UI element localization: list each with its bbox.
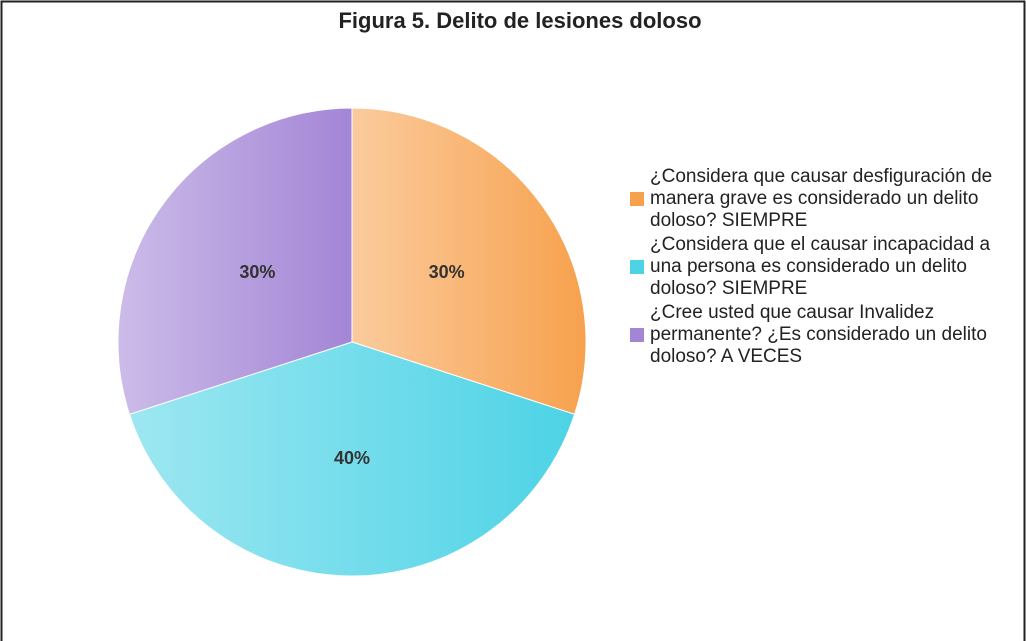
data-label: 40% xyxy=(334,448,370,468)
legend-swatch xyxy=(630,260,644,274)
pie-slice xyxy=(351,107,587,415)
legend: ¿Considera que causar desfiguración de m… xyxy=(630,166,1010,370)
data-label: 30% xyxy=(239,262,275,282)
chart-title: Figura 5. Delito de lesiones doloso xyxy=(338,8,701,33)
legend-label: ¿Cree usted que causar Invalidez permane… xyxy=(650,302,987,367)
legend-entry: ¿Considera que causar desfiguración de m… xyxy=(630,166,1010,232)
legend-label: ¿Considera que el causar incapacidad a u… xyxy=(650,234,991,299)
legend-label: ¿Considera que causar desfiguración de m… xyxy=(650,166,993,231)
legend-swatch xyxy=(630,192,644,206)
legend-entry: ¿Cree usted que causar Invalidez permane… xyxy=(630,302,1010,368)
pie-slice xyxy=(128,341,576,577)
pie-slice xyxy=(117,107,353,415)
legend-entry: ¿Considera que el causar incapacidad a u… xyxy=(630,234,1010,300)
legend-swatch xyxy=(630,328,644,342)
data-label: 30% xyxy=(429,262,465,282)
